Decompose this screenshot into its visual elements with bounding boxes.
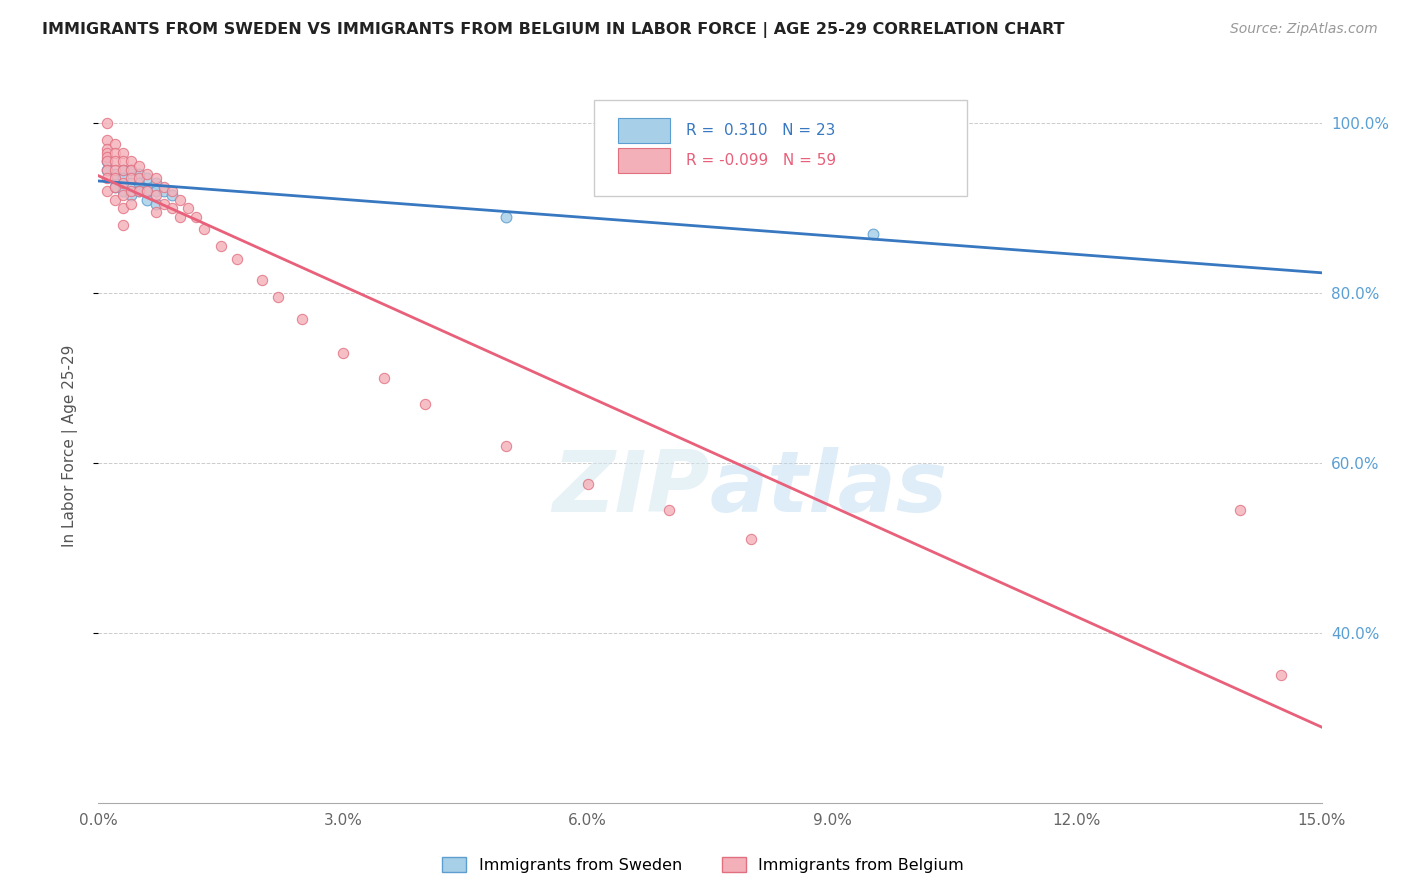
Point bbox=[104, 193, 127, 207]
Point bbox=[332, 345, 354, 359]
Text: R = -0.099   N = 59: R = -0.099 N = 59 bbox=[686, 153, 835, 168]
Point bbox=[111, 154, 134, 169]
Point bbox=[104, 154, 127, 169]
Point bbox=[1270, 668, 1292, 682]
Point bbox=[111, 171, 134, 186]
Point bbox=[136, 167, 159, 181]
Point bbox=[145, 205, 167, 219]
Point bbox=[740, 533, 762, 547]
Point bbox=[120, 176, 142, 190]
Point bbox=[186, 210, 208, 224]
Point bbox=[104, 180, 127, 194]
Point bbox=[111, 218, 134, 232]
Point bbox=[104, 137, 127, 152]
Point bbox=[169, 193, 191, 207]
Point bbox=[152, 180, 174, 194]
Point bbox=[136, 171, 159, 186]
Point bbox=[658, 502, 681, 516]
Point bbox=[128, 167, 150, 181]
Point bbox=[226, 252, 249, 266]
Point bbox=[1229, 502, 1251, 516]
Point bbox=[152, 197, 174, 211]
Point bbox=[96, 145, 118, 160]
Point bbox=[373, 371, 395, 385]
Point bbox=[104, 167, 127, 181]
Text: Source: ZipAtlas.com: Source: ZipAtlas.com bbox=[1230, 22, 1378, 37]
Point bbox=[96, 133, 118, 147]
Text: ZIP: ZIP bbox=[553, 447, 710, 531]
Point bbox=[128, 184, 150, 198]
Point bbox=[111, 176, 134, 190]
Point bbox=[96, 150, 118, 164]
Point bbox=[96, 142, 118, 156]
Point bbox=[145, 184, 167, 198]
Legend: Immigrants from Sweden, Immigrants from Belgium: Immigrants from Sweden, Immigrants from … bbox=[436, 851, 970, 880]
Point bbox=[120, 162, 142, 177]
Point bbox=[128, 184, 150, 198]
Point bbox=[104, 180, 127, 194]
Point bbox=[111, 162, 134, 177]
Point bbox=[111, 201, 134, 215]
Point bbox=[160, 184, 183, 198]
Point bbox=[111, 145, 134, 160]
Point bbox=[120, 197, 142, 211]
FancyBboxPatch shape bbox=[619, 119, 669, 143]
Text: R =  0.310   N = 23: R = 0.310 N = 23 bbox=[686, 123, 835, 138]
Y-axis label: In Labor Force | Age 25-29: In Labor Force | Age 25-29 bbox=[62, 345, 77, 547]
Point bbox=[193, 222, 215, 236]
Point bbox=[136, 184, 159, 198]
Point bbox=[145, 197, 167, 211]
Point bbox=[96, 154, 118, 169]
Point bbox=[152, 184, 174, 198]
Point bbox=[267, 290, 290, 304]
Point bbox=[136, 193, 159, 207]
FancyBboxPatch shape bbox=[619, 148, 669, 173]
Point bbox=[145, 188, 167, 202]
Point bbox=[96, 171, 118, 186]
Point bbox=[111, 162, 134, 177]
Point bbox=[120, 171, 142, 186]
Point bbox=[862, 227, 884, 241]
Point bbox=[96, 184, 118, 198]
Text: IMMIGRANTS FROM SWEDEN VS IMMIGRANTS FROM BELGIUM IN LABOR FORCE | AGE 25-29 COR: IMMIGRANTS FROM SWEDEN VS IMMIGRANTS FRO… bbox=[42, 22, 1064, 38]
FancyBboxPatch shape bbox=[593, 100, 967, 196]
Point bbox=[145, 176, 167, 190]
Point bbox=[104, 171, 127, 186]
Point bbox=[120, 154, 142, 169]
Point bbox=[169, 210, 191, 224]
Point bbox=[104, 145, 127, 160]
Point bbox=[111, 184, 134, 198]
Point bbox=[120, 162, 142, 177]
Text: atlas: atlas bbox=[710, 447, 948, 531]
Point bbox=[128, 159, 150, 173]
Point bbox=[120, 184, 142, 198]
Point bbox=[145, 171, 167, 186]
Point bbox=[96, 154, 118, 169]
Point bbox=[160, 201, 183, 215]
Point bbox=[104, 162, 127, 177]
Point bbox=[128, 171, 150, 186]
Point bbox=[128, 176, 150, 190]
Point bbox=[96, 116, 118, 130]
Point bbox=[136, 184, 159, 198]
Point bbox=[413, 396, 436, 410]
Point bbox=[177, 201, 200, 215]
Point bbox=[160, 188, 183, 202]
Point bbox=[96, 162, 118, 177]
Point bbox=[96, 162, 118, 177]
Point bbox=[291, 311, 314, 326]
Point bbox=[209, 239, 232, 253]
Point bbox=[495, 210, 517, 224]
Point bbox=[111, 188, 134, 202]
Point bbox=[250, 273, 273, 287]
Point bbox=[120, 188, 142, 202]
Point bbox=[576, 477, 599, 491]
Point bbox=[495, 439, 517, 453]
